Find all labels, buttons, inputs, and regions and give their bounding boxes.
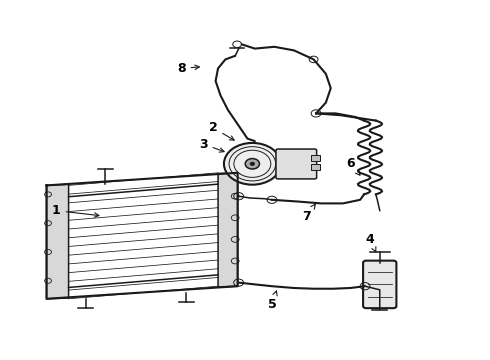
- Text: 2: 2: [209, 121, 234, 140]
- Bar: [311, 155, 320, 161]
- Text: 8: 8: [177, 62, 199, 75]
- Circle shape: [224, 143, 281, 185]
- Text: 7: 7: [302, 204, 316, 222]
- Polygon shape: [47, 184, 69, 299]
- Bar: [311, 164, 320, 170]
- Text: 3: 3: [199, 138, 224, 152]
- FancyBboxPatch shape: [363, 261, 396, 308]
- Text: 6: 6: [346, 157, 360, 175]
- FancyBboxPatch shape: [276, 149, 317, 179]
- Text: 1: 1: [52, 204, 99, 217]
- Circle shape: [245, 158, 260, 169]
- Text: 5: 5: [268, 291, 277, 311]
- Polygon shape: [218, 173, 238, 287]
- Text: 4: 4: [366, 233, 376, 252]
- Circle shape: [250, 162, 255, 166]
